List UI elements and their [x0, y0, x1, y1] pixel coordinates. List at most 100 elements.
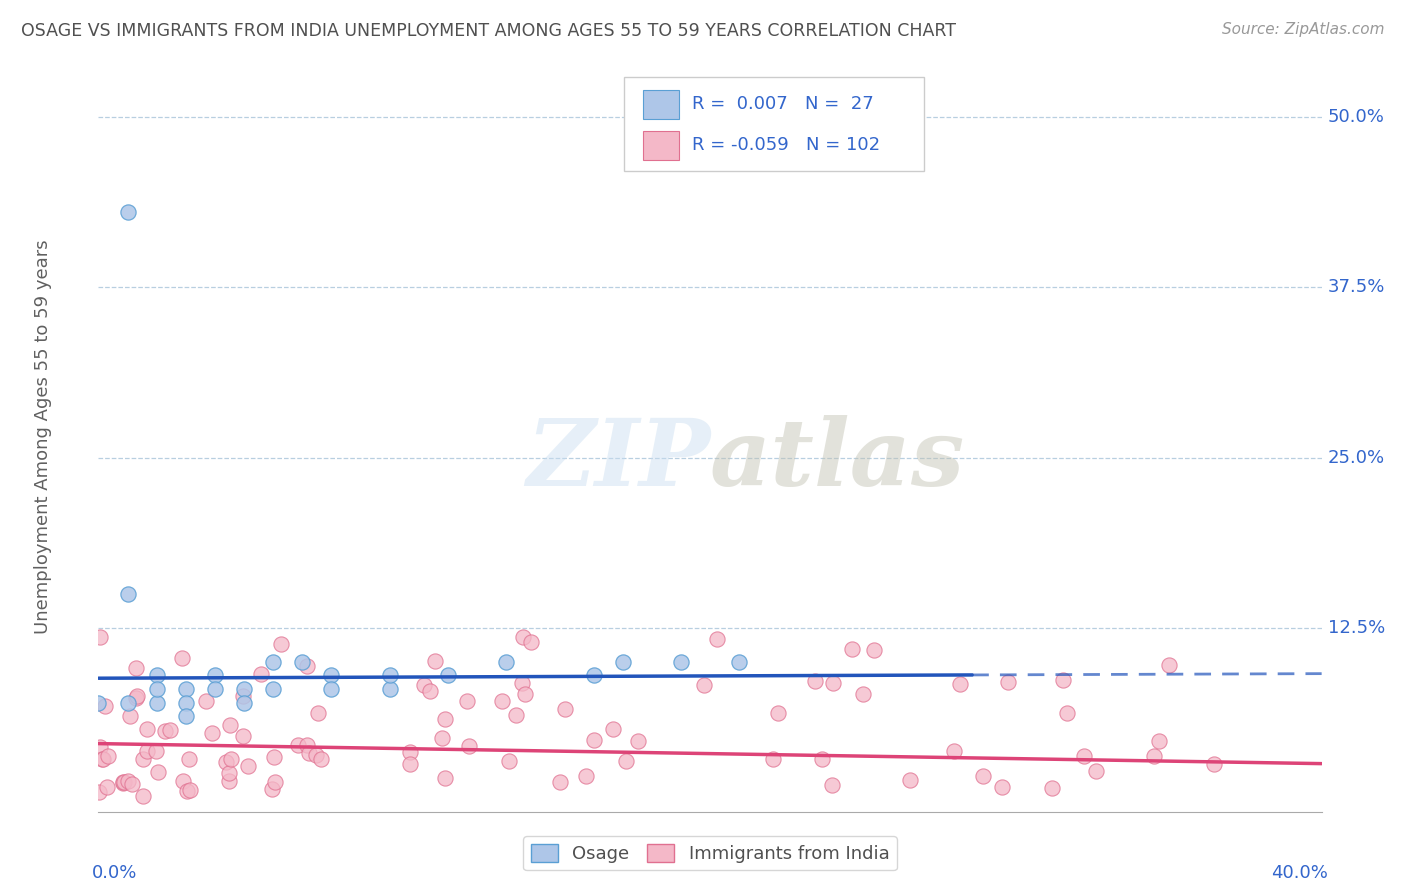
Point [520, 635, 543, 649]
Point [852, 687, 875, 701]
Point [232, 690, 254, 704]
Point [419, 684, 441, 698]
Text: 50.0%: 50.0% [1327, 108, 1385, 126]
Point [263, 750, 285, 764]
Point [117, 773, 139, 788]
Point [262, 682, 284, 697]
Point [972, 768, 994, 782]
Point [491, 693, 513, 707]
Point [127, 689, 149, 703]
Point [321, 668, 343, 682]
Point [434, 772, 457, 786]
Point [804, 673, 827, 688]
Point [172, 773, 194, 788]
Point [174, 682, 197, 697]
Point [232, 729, 254, 743]
Point [614, 754, 637, 768]
Point [91, 752, 114, 766]
Point [505, 708, 527, 723]
Point [309, 751, 332, 765]
Point [136, 744, 159, 758]
Point [1147, 733, 1170, 747]
Point [111, 775, 134, 789]
Text: R = -0.059   N = 102: R = -0.059 N = 102 [692, 136, 880, 153]
Legend: Osage, Immigrants from India: Osage, Immigrants from India [523, 837, 897, 870]
Point [321, 682, 343, 697]
Point [1073, 748, 1095, 763]
Point [433, 712, 456, 726]
Point [627, 733, 650, 747]
Point [159, 723, 181, 737]
Point [398, 757, 420, 772]
FancyBboxPatch shape [624, 78, 924, 171]
Point [548, 775, 571, 789]
Point [378, 682, 401, 697]
Point [515, 687, 537, 701]
Point [378, 668, 401, 682]
Point [307, 706, 329, 720]
Point [148, 764, 170, 779]
Point [398, 745, 420, 759]
FancyBboxPatch shape [643, 131, 679, 160]
Point [201, 725, 224, 739]
Point [298, 746, 321, 760]
Point [118, 709, 141, 723]
Point [136, 722, 159, 736]
Point [997, 675, 1019, 690]
Point [582, 668, 605, 682]
Point [498, 755, 520, 769]
Point [706, 632, 728, 646]
Point [1056, 706, 1078, 720]
Point [1157, 657, 1180, 672]
Text: 12.5%: 12.5% [1327, 619, 1385, 637]
Point [583, 733, 606, 747]
Point [112, 775, 135, 789]
Point [89, 785, 111, 799]
Point [204, 682, 226, 697]
Point [153, 723, 176, 738]
Point [219, 717, 242, 731]
Point [218, 774, 240, 789]
Point [250, 667, 273, 681]
Point [432, 731, 454, 745]
Point [512, 631, 534, 645]
Point [87, 696, 110, 710]
Point [219, 752, 242, 766]
Point [1202, 756, 1225, 771]
Point [943, 743, 966, 757]
Point [145, 668, 167, 682]
Text: R =  0.007   N =  27: R = 0.007 N = 27 [692, 95, 873, 112]
Point [233, 696, 256, 710]
Point [270, 636, 292, 650]
Point [263, 775, 285, 789]
Point [204, 668, 226, 682]
Point [949, 677, 972, 691]
Point [612, 655, 634, 669]
Point [145, 682, 167, 697]
Point [693, 678, 716, 692]
Point [117, 205, 139, 219]
Point [117, 587, 139, 601]
Text: atlas: atlas [710, 415, 966, 505]
Text: 0.0%: 0.0% [93, 864, 138, 882]
Point [125, 690, 148, 705]
Point [305, 747, 328, 762]
Point [458, 739, 481, 753]
Text: 37.5%: 37.5% [1327, 278, 1385, 296]
Point [821, 778, 844, 792]
Point [117, 696, 139, 710]
Point [215, 755, 238, 769]
Point [575, 769, 598, 783]
Point [437, 668, 460, 682]
Point [174, 696, 197, 710]
Point [728, 655, 751, 669]
Point [1052, 673, 1074, 687]
Point [177, 752, 200, 766]
Point [1085, 764, 1108, 778]
Text: ZIP: ZIP [526, 415, 710, 505]
Point [554, 701, 576, 715]
Point [841, 641, 863, 656]
Point [145, 696, 167, 710]
Point [291, 655, 314, 669]
Point [179, 783, 201, 797]
